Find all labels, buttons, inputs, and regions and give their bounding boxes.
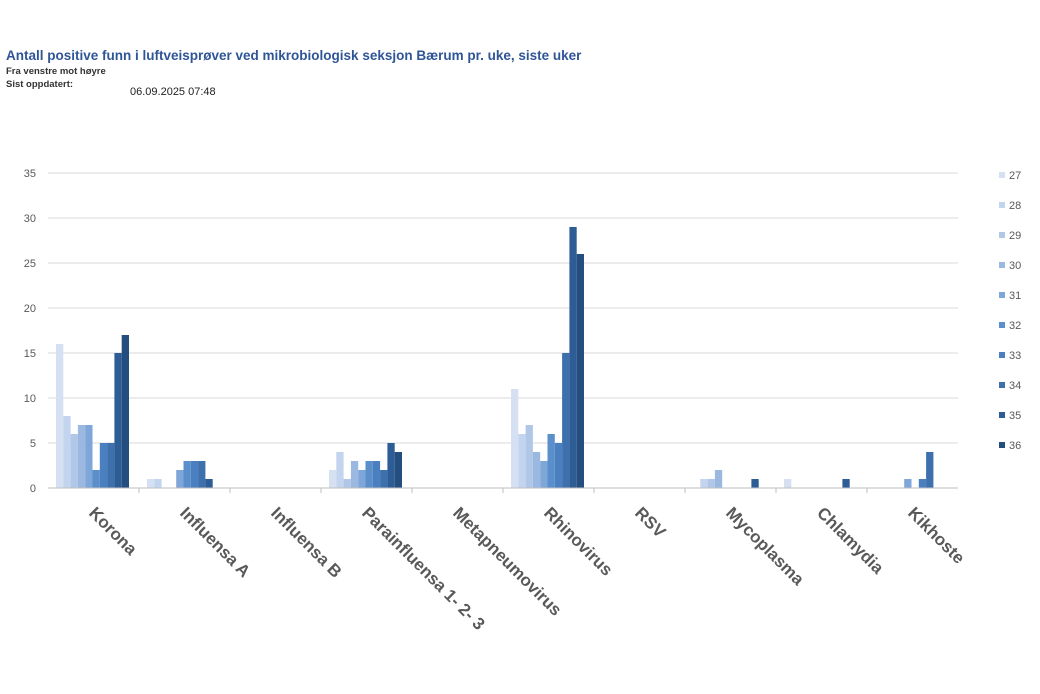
bar-32 — [365, 461, 373, 488]
legend-swatch — [999, 352, 1005, 358]
x-axis: Korona Influensa A Influensa B Parainfluens… — [48, 487, 968, 634]
bar-36 — [576, 254, 584, 488]
updated-label: Sist oppdatert: — [6, 79, 74, 90]
bar-34 — [198, 461, 206, 488]
legend-swatch — [999, 232, 1005, 238]
x-category-label: Rhinovirus — [540, 503, 616, 579]
updated-value: 06.09.2025 07:48 — [130, 86, 216, 98]
legend-swatch — [999, 172, 1005, 178]
y-tick-label: 30 — [24, 213, 36, 225]
legend-swatch — [999, 262, 1005, 268]
bar-28 — [700, 479, 708, 488]
bar-34 — [926, 452, 934, 488]
bar-32 — [92, 470, 100, 488]
y-tick-label: 15 — [24, 348, 36, 360]
bar-31 — [540, 461, 548, 488]
bar-35 — [751, 479, 759, 488]
bar-30 — [350, 461, 359, 488]
bar-27 — [329, 470, 337, 488]
bar-34 — [562, 353, 570, 488]
legend-label: 28 — [1009, 200, 1021, 212]
x-category-label: Mycoplasma — [722, 503, 808, 589]
bar-27 — [147, 479, 155, 488]
bar-30 — [714, 470, 723, 488]
chart-title: Antall positive funn i luftveisprøver ve… — [6, 48, 582, 63]
bar-29 — [343, 479, 351, 488]
bar-27 — [784, 479, 792, 488]
bar-36 — [121, 335, 129, 488]
bars — [56, 227, 934, 488]
bar-27 — [56, 344, 64, 488]
y-tick-label: 20 — [24, 303, 36, 315]
x-category-label: Influensa A — [176, 503, 254, 581]
bar-35 — [114, 353, 122, 488]
bar-31 — [176, 470, 184, 488]
bar-29 — [525, 425, 533, 488]
bar-28 — [518, 434, 526, 488]
bar-30 — [532, 452, 541, 488]
bar-33 — [190, 461, 199, 488]
bar-35 — [205, 479, 213, 488]
legend-swatch — [999, 382, 1005, 388]
bar-34 — [107, 443, 115, 488]
y-tick-label: 10 — [24, 393, 36, 405]
bar-31 — [85, 425, 93, 488]
bar-35 — [842, 479, 850, 488]
legend-label: 27 — [1009, 170, 1021, 182]
legend-label: 34 — [1009, 380, 1021, 392]
legend-label: 36 — [1009, 440, 1021, 452]
bar-32 — [183, 461, 191, 488]
legend-swatch — [999, 292, 1005, 298]
y-tick-label: 25 — [24, 258, 36, 270]
gridlines — [48, 172, 958, 444]
bar-33 — [918, 479, 927, 488]
bar-29 — [707, 479, 715, 488]
x-category-label: Influensa B — [267, 503, 345, 581]
legend-label: 35 — [1009, 410, 1021, 422]
bar-28 — [63, 416, 71, 488]
y-tick-label: 0 — [30, 483, 36, 495]
x-category-label: Korona — [85, 503, 141, 559]
bar-27 — [511, 389, 519, 488]
y-tick-label: 35 — [24, 168, 36, 180]
bar-34 — [380, 470, 388, 488]
bar-33 — [99, 443, 108, 488]
bar-28 — [154, 479, 162, 488]
bar-33 — [372, 461, 381, 488]
legend-swatch — [999, 322, 1005, 328]
bar-36 — [394, 452, 402, 488]
legend: 27 28 29 30 31 32 33 34 35 36 — [999, 170, 1021, 452]
bar-33 — [554, 443, 563, 488]
legend-label: 33 — [1009, 350, 1021, 362]
legend-swatch — [999, 412, 1005, 418]
bar-35 — [387, 443, 395, 488]
legend-swatch — [999, 202, 1005, 208]
y-axis: 0 5 10 15 20 25 30 35 — [24, 168, 36, 495]
legend-swatch — [999, 442, 1005, 448]
bar-30 — [77, 425, 86, 488]
bar-31 — [358, 470, 366, 488]
legend-label: 29 — [1009, 230, 1021, 242]
bar-28 — [336, 452, 344, 488]
order-note: Fra venstre mot høyre — [6, 66, 106, 77]
x-category-label: Chlamydia — [813, 503, 888, 578]
legend-label: 32 — [1009, 320, 1021, 332]
bar-32 — [547, 434, 555, 488]
x-category-label: RSV — [631, 503, 670, 542]
y-tick-label: 5 — [30, 438, 36, 450]
legend-label: 30 — [1009, 260, 1021, 272]
bar-29 — [70, 434, 78, 488]
bar-31 — [904, 479, 912, 488]
legend-label: 31 — [1009, 290, 1021, 302]
bar-35 — [569, 227, 577, 488]
x-category-label: Kikhoste — [904, 503, 968, 567]
